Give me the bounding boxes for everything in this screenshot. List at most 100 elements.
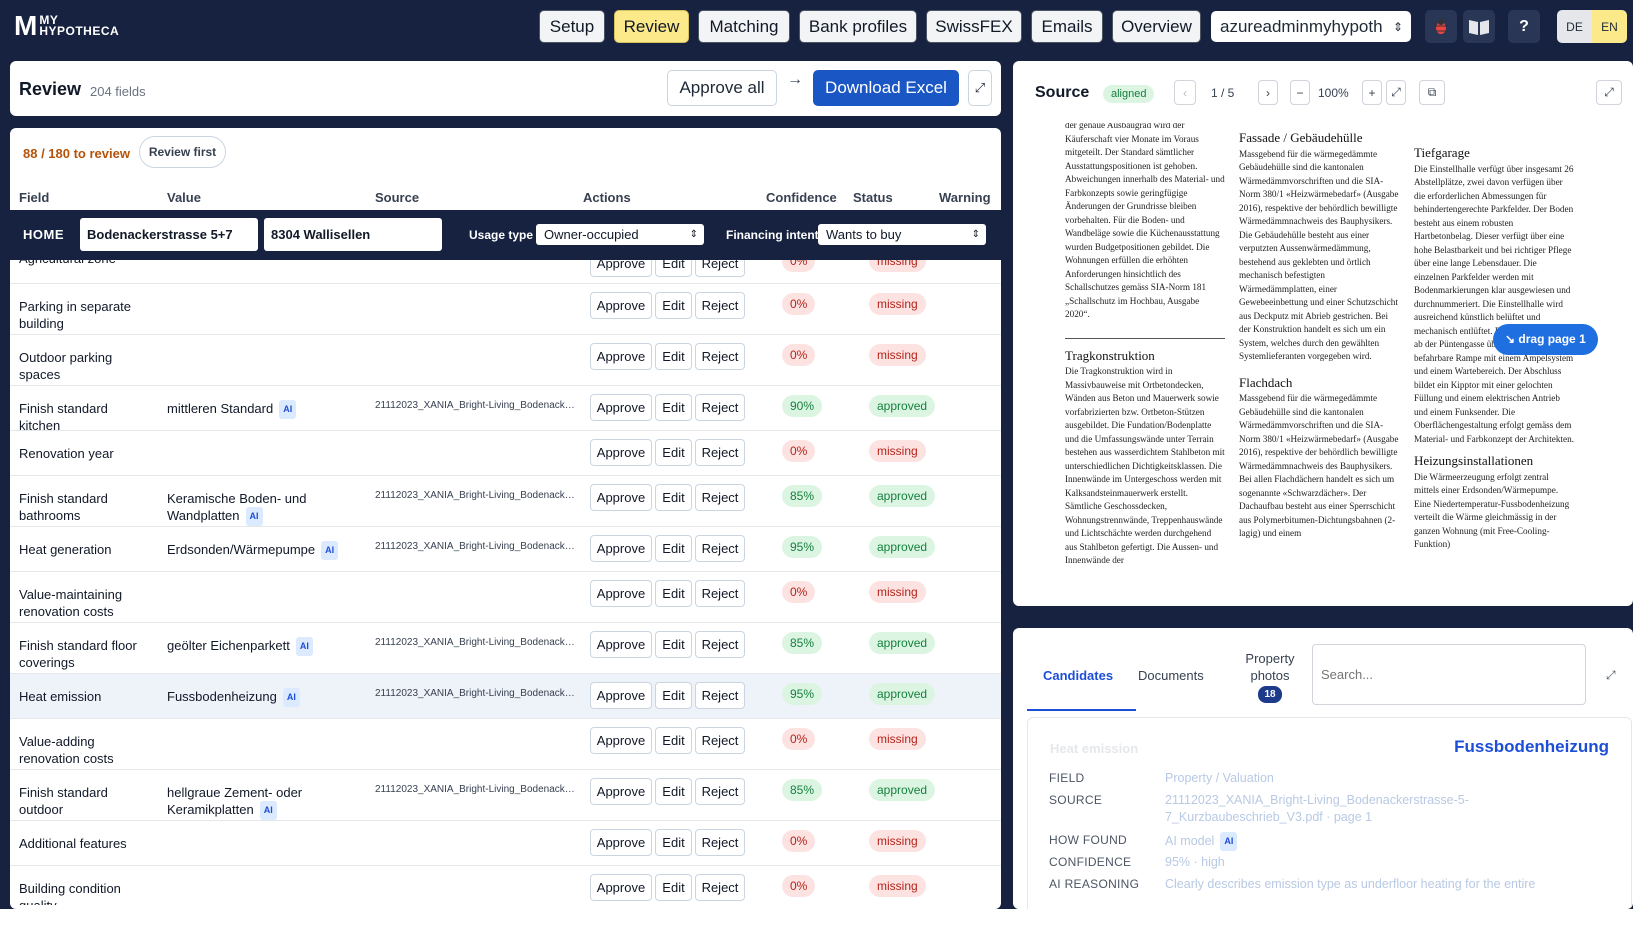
row-value[interactable]: Keramische Boden- und Wandplatten AI: [167, 490, 367, 526]
review-first-button[interactable]: Review first: [139, 136, 226, 168]
table-row[interactable]: Finish standard kitchen mittleren Standar…: [10, 386, 1001, 433]
nav-overview[interactable]: Overview: [1112, 10, 1201, 43]
table-row[interactable]: Outdoor parking spaces Approve Edit Reject 0…: [10, 335, 1001, 386]
nav-emails[interactable]: Emails: [1031, 10, 1103, 43]
approve-button[interactable]: Approve: [590, 535, 652, 562]
detail-source-value[interactable]: 21112023_XANIA_Bright-Living_Bodenackers…: [1165, 793, 1469, 824]
drag-page-handle[interactable]: ↘ drag page 1: [1493, 324, 1598, 355]
edit-button[interactable]: Edit: [655, 535, 692, 562]
row-source[interactable]: 21112023_XANIA_Bright-Living_Bodenackers…: [375, 490, 575, 501]
prev-page-button[interactable]: ‹: [1174, 80, 1196, 105]
edit-button[interactable]: Edit: [655, 631, 692, 658]
edit-button[interactable]: Edit: [655, 343, 692, 370]
next-page-button[interactable]: ›: [1258, 80, 1278, 105]
nav-setup[interactable]: Setup: [539, 10, 605, 43]
reject-button[interactable]: Reject: [695, 682, 745, 709]
lang-en[interactable]: EN: [1592, 10, 1627, 43]
edit-button[interactable]: Edit: [655, 874, 692, 901]
row-source[interactable]: 21112023_XANIA_Bright-Living_Bodenackers…: [375, 784, 575, 795]
approve-button[interactable]: Approve: [590, 292, 652, 319]
table-row[interactable]: Finish standard bathrooms Keramische Bode…: [10, 476, 1001, 527]
logo[interactable]: M MY HYPOTHECA: [14, 12, 119, 40]
edit-button[interactable]: Edit: [655, 778, 692, 805]
reject-button[interactable]: Reject: [695, 260, 745, 277]
copy-icon[interactable]: ⧉: [1419, 80, 1445, 105]
reject-button[interactable]: Reject: [695, 535, 745, 562]
approve-button[interactable]: Approve: [590, 260, 652, 277]
reject-button[interactable]: Reject: [695, 394, 745, 421]
zoom-out-button[interactable]: −: [1290, 80, 1310, 105]
tab-documents[interactable]: Documents: [1138, 668, 1204, 683]
reject-button[interactable]: Reject: [695, 874, 745, 901]
table-row[interactable]: Building condition quality ApproveEditRej…: [10, 866, 1001, 905]
reject-button[interactable]: Reject: [695, 484, 745, 511]
lang-de[interactable]: DE: [1557, 10, 1592, 43]
row-value[interactable]: mittleren Standard AI: [167, 400, 367, 419]
approve-button[interactable]: Approve: [590, 874, 652, 901]
nav-swissfex[interactable]: SwissFEX: [926, 10, 1022, 43]
search-input[interactable]: [1312, 644, 1586, 705]
edit-button[interactable]: Edit: [655, 292, 692, 319]
approve-button[interactable]: Approve: [590, 343, 652, 370]
city-input[interactable]: 8304 Wallisellen: [264, 218, 442, 251]
edit-button[interactable]: Edit: [655, 727, 692, 754]
edit-button[interactable]: Edit: [655, 580, 692, 607]
financing-intent-select[interactable]: Wants to buy ⇕: [818, 224, 986, 245]
table-row[interactable]: Heat emission Fussbodenheizung AI 21112023_…: [10, 674, 1001, 719]
col-header-field[interactable]: Field: [19, 190, 50, 205]
book-icon[interactable]: [1463, 10, 1495, 43]
col-header-confidence[interactable]: Confidence: [766, 190, 837, 205]
zoom-in-button[interactable]: +: [1362, 80, 1382, 105]
bug-icon[interactable]: [1425, 10, 1457, 43]
reject-button[interactable]: Reject: [695, 631, 745, 658]
row-value[interactable]: geölter Eichenparkett AI: [167, 637, 367, 656]
table-row[interactable]: Additional features Approve Edit Reject 0% mi…: [10, 821, 1001, 866]
nav-matching[interactable]: Matching: [698, 10, 790, 43]
approve-all-button[interactable]: Approve all: [667, 70, 777, 106]
approve-button[interactable]: Approve: [590, 778, 652, 805]
expand-icon[interactable]: ⤢: [1596, 80, 1622, 105]
reject-button[interactable]: Reject: [695, 778, 745, 805]
row-source[interactable]: 21112023_XANIA_Bright-Living_Bodenackers…: [375, 637, 575, 648]
col-header-source[interactable]: Source: [375, 190, 420, 205]
row-value[interactable]: hellgraue Zement- oder Keramikplatten AI: [167, 784, 367, 820]
row-source[interactable]: 21112023_XANIA_Bright-Living_Bodenackers…: [375, 688, 575, 699]
edit-button[interactable]: Edit: [655, 394, 692, 421]
edit-button[interactable]: Edit: [655, 829, 692, 856]
document-page[interactable]: der genaue Ausbaugrad wird der Käufersch…: [1013, 123, 1631, 606]
approve-button[interactable]: Approve: [590, 580, 652, 607]
col-header-value[interactable]: Value: [167, 190, 201, 205]
reject-button[interactable]: Reject: [695, 343, 745, 370]
fit-icon[interactable]: ⤢: [1386, 80, 1406, 105]
table-row[interactable]: Value-adding renovation costs Approve Edit…: [10, 719, 1001, 770]
edit-button[interactable]: Edit: [655, 682, 692, 709]
nav-bank-profiles[interactable]: Bank profiles: [799, 10, 917, 43]
download-excel-button[interactable]: Download Excel: [813, 70, 959, 106]
nav-review[interactable]: Review: [614, 10, 689, 43]
reject-button[interactable]: Reject: [695, 727, 745, 754]
table-row[interactable]: Finish standard outdoor hellgraue Zement-…: [10, 770, 1001, 821]
tab-candidates[interactable]: Candidates: [1043, 668, 1114, 683]
reject-button[interactable]: Reject: [695, 829, 745, 856]
street-input[interactable]: Bodenackerstrasse 5+7: [80, 218, 258, 251]
tab-property-photos[interactable]: Property photos 18: [1235, 650, 1305, 703]
edit-button[interactable]: Edit: [655, 260, 692, 277]
candidate-card[interactable]: Heat emission Fussbodenheizung: [1027, 717, 1632, 909]
user-select[interactable]: azureadminmyhypoth ⇕: [1211, 11, 1411, 42]
row-source[interactable]: 21112023_XANIA_Bright-Living_Bodenackers…: [375, 400, 575, 411]
reject-button[interactable]: Reject: [695, 580, 745, 607]
expand-icon[interactable]: ⤢: [1606, 668, 1616, 682]
col-header-warning[interactable]: Warning: [939, 190, 991, 205]
expand-icon[interactable]: ⤢: [968, 70, 992, 106]
table-row[interactable]: Value-maintaining renovation costs Approv…: [10, 572, 1001, 623]
table-row[interactable]: Renovation year Approve Edit Reject 0% missin…: [10, 431, 1001, 476]
table-row[interactable]: Finish standard floor coverings geölter E…: [10, 623, 1001, 674]
reject-button[interactable]: Reject: [695, 292, 745, 319]
usage-type-select[interactable]: Owner-occupied ⇕: [536, 224, 704, 245]
row-source[interactable]: 21112023_XANIA_Bright-Living_Bodenackers…: [375, 541, 575, 552]
col-header-status[interactable]: Status: [853, 190, 893, 205]
edit-button[interactable]: Edit: [655, 439, 692, 466]
row-value[interactable]: Erdsonden/Wärmepumpe AI: [167, 541, 367, 560]
approve-button[interactable]: Approve: [590, 439, 652, 466]
